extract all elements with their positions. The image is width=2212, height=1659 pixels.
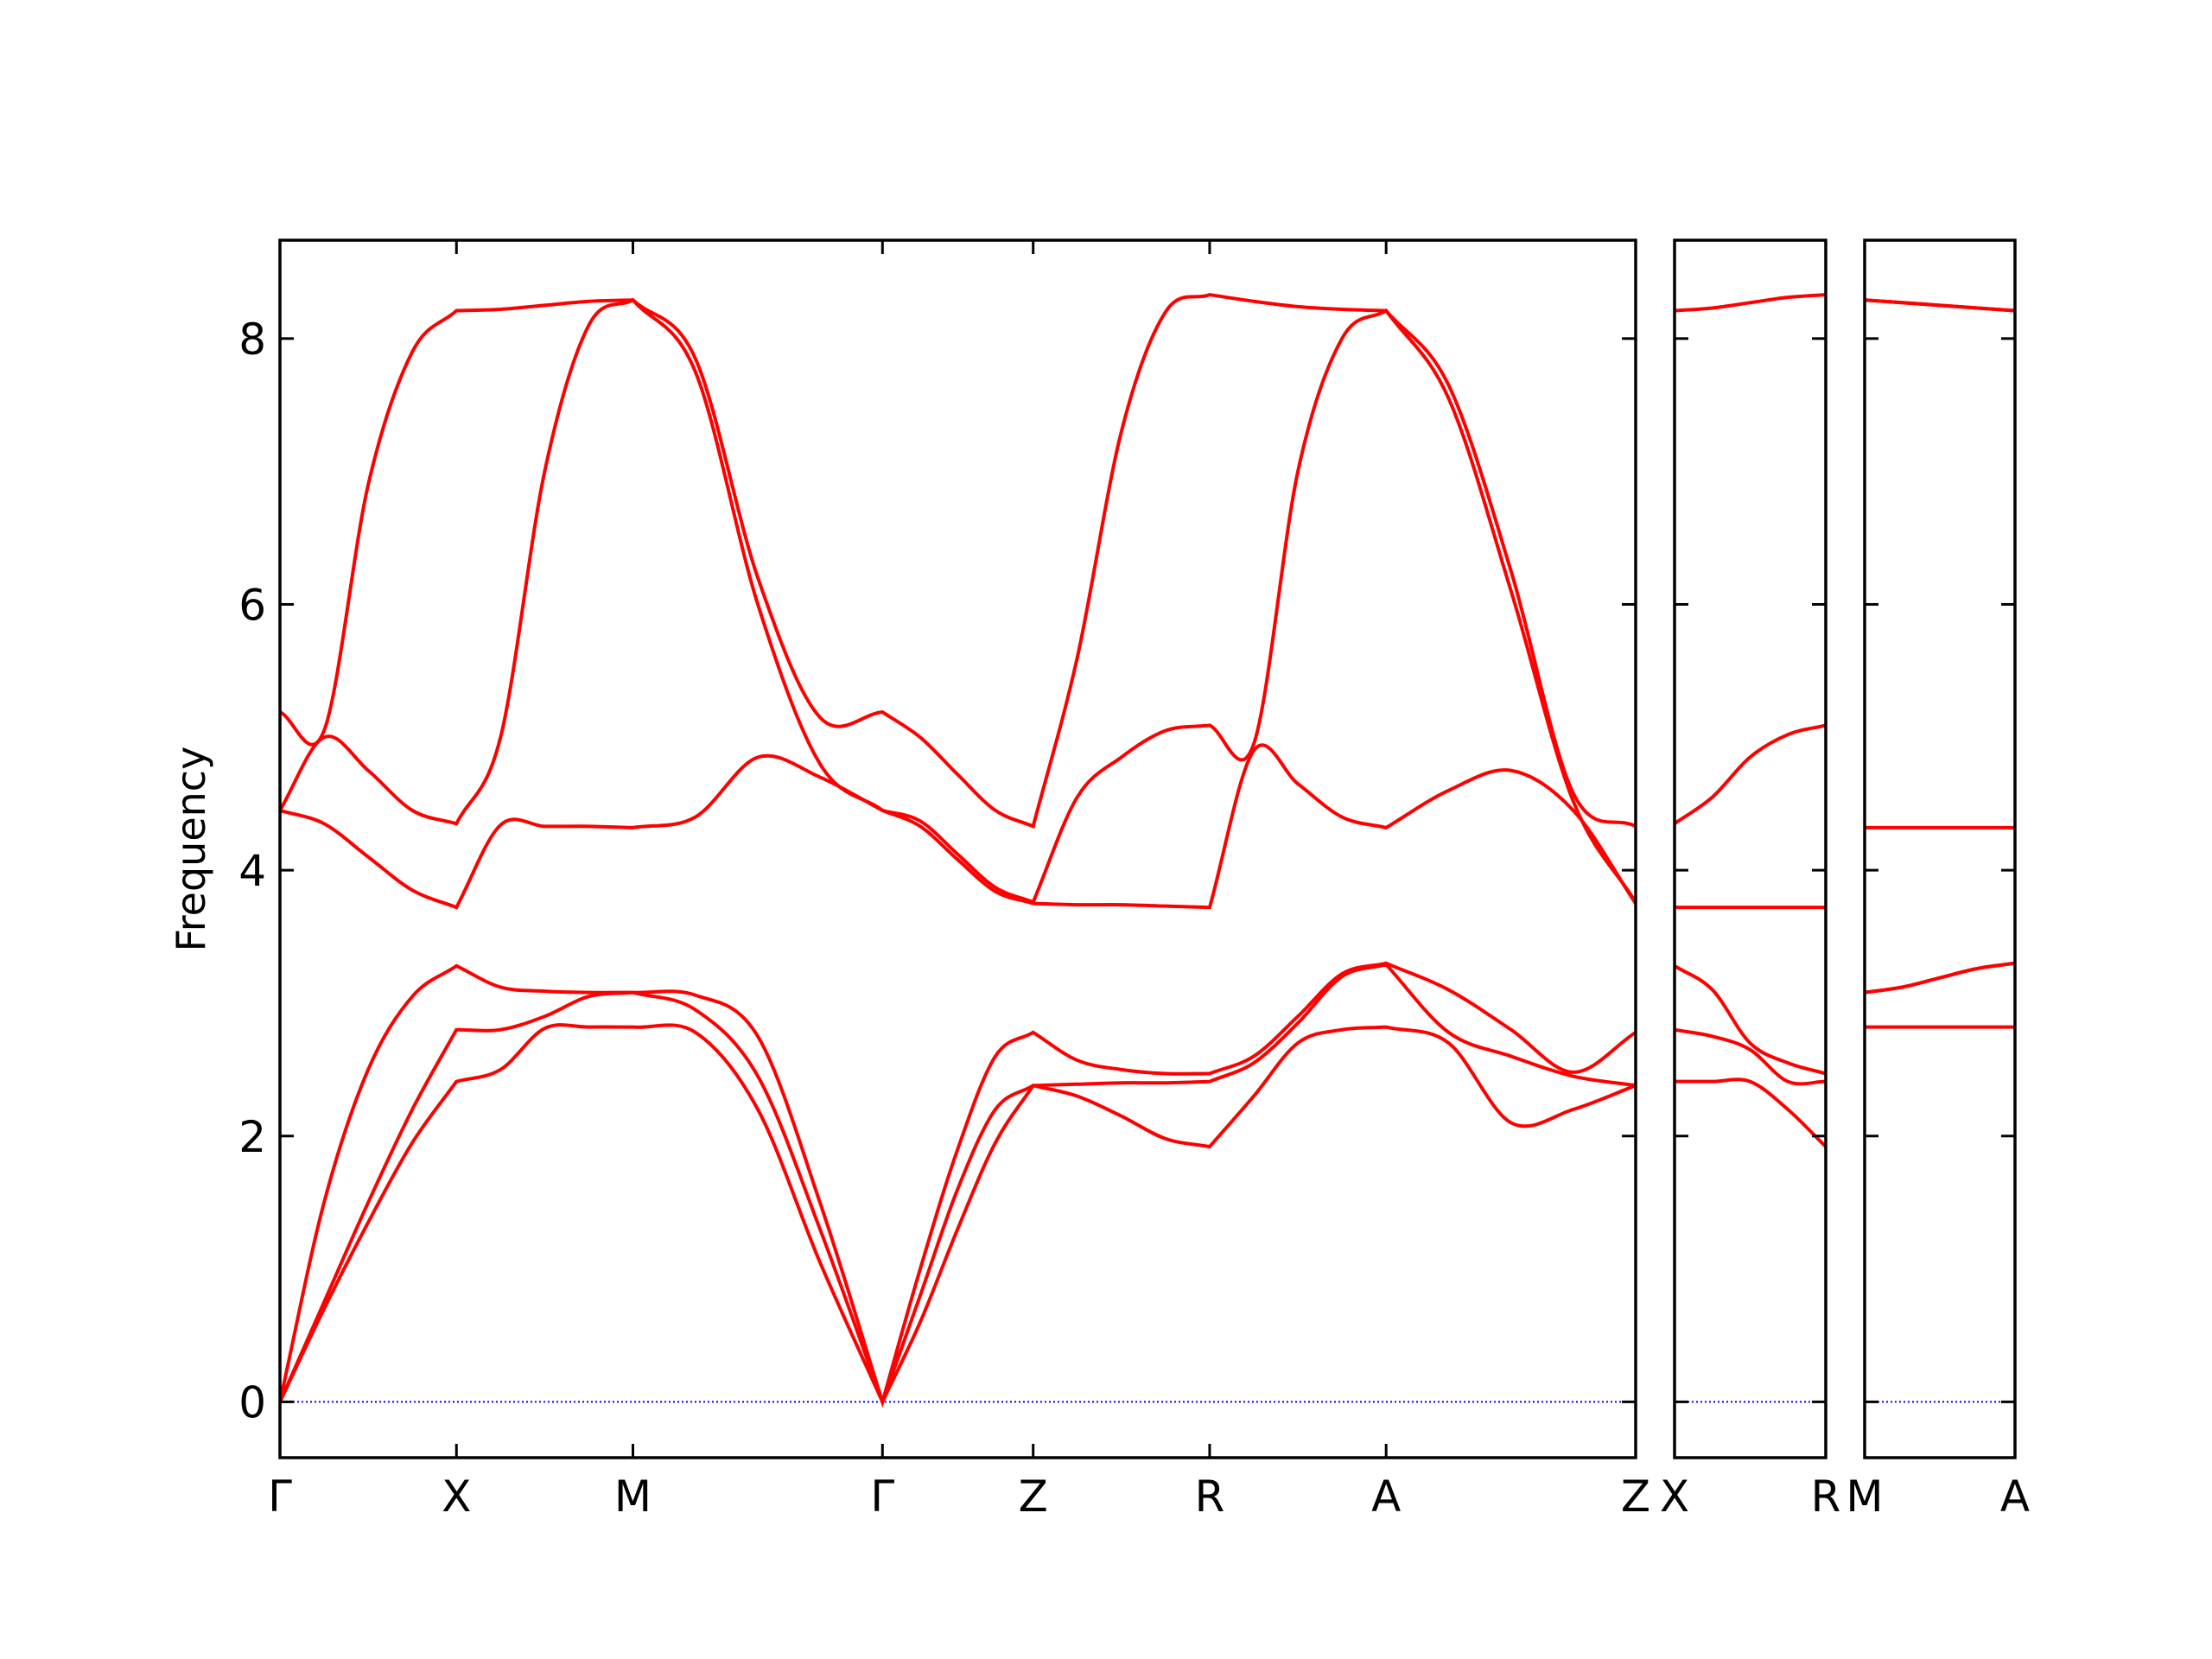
band-line — [280, 961, 1636, 1408]
x-tick-label: X — [442, 1471, 471, 1522]
y-tick-label: 4 — [238, 846, 266, 896]
y-tick-label: 8 — [238, 315, 266, 365]
y-axis-label: Frequency — [168, 747, 214, 952]
x-tick-label: Γ — [268, 1471, 292, 1522]
x-tick-label: R — [1811, 1471, 1841, 1522]
band-line — [1675, 293, 1826, 313]
y-tick-label: 0 — [238, 1377, 266, 1427]
x-tick-label: M — [1846, 1471, 1883, 1522]
band-line — [1675, 964, 1826, 1076]
x-tick-label: X — [1660, 1471, 1689, 1522]
band-line — [1675, 723, 1826, 825]
band-line — [1865, 298, 2015, 313]
y-tick-label: 2 — [238, 1112, 266, 1162]
x-tick-label: A — [2000, 1471, 2030, 1522]
band-line — [280, 1023, 1636, 1407]
x-tick-label: Z — [1621, 1471, 1650, 1522]
y-tick-label: 6 — [238, 580, 266, 630]
band-line — [1675, 1027, 1826, 1086]
band-line — [280, 963, 1636, 1408]
axes-frame — [278, 238, 1637, 1459]
band-line — [1865, 961, 2015, 995]
band-line — [280, 293, 1636, 830]
x-tick-label: Γ — [870, 1471, 894, 1522]
x-tick-label: A — [1371, 1471, 1401, 1522]
band-line — [280, 743, 1636, 910]
axes-frame — [1673, 238, 1827, 1459]
x-tick-label: M — [614, 1471, 652, 1522]
x-tick-label: R — [1195, 1471, 1225, 1522]
band-line — [1675, 1077, 1826, 1148]
x-tick-label: Z — [1019, 1471, 1048, 1522]
axes-frame — [1863, 238, 2017, 1459]
